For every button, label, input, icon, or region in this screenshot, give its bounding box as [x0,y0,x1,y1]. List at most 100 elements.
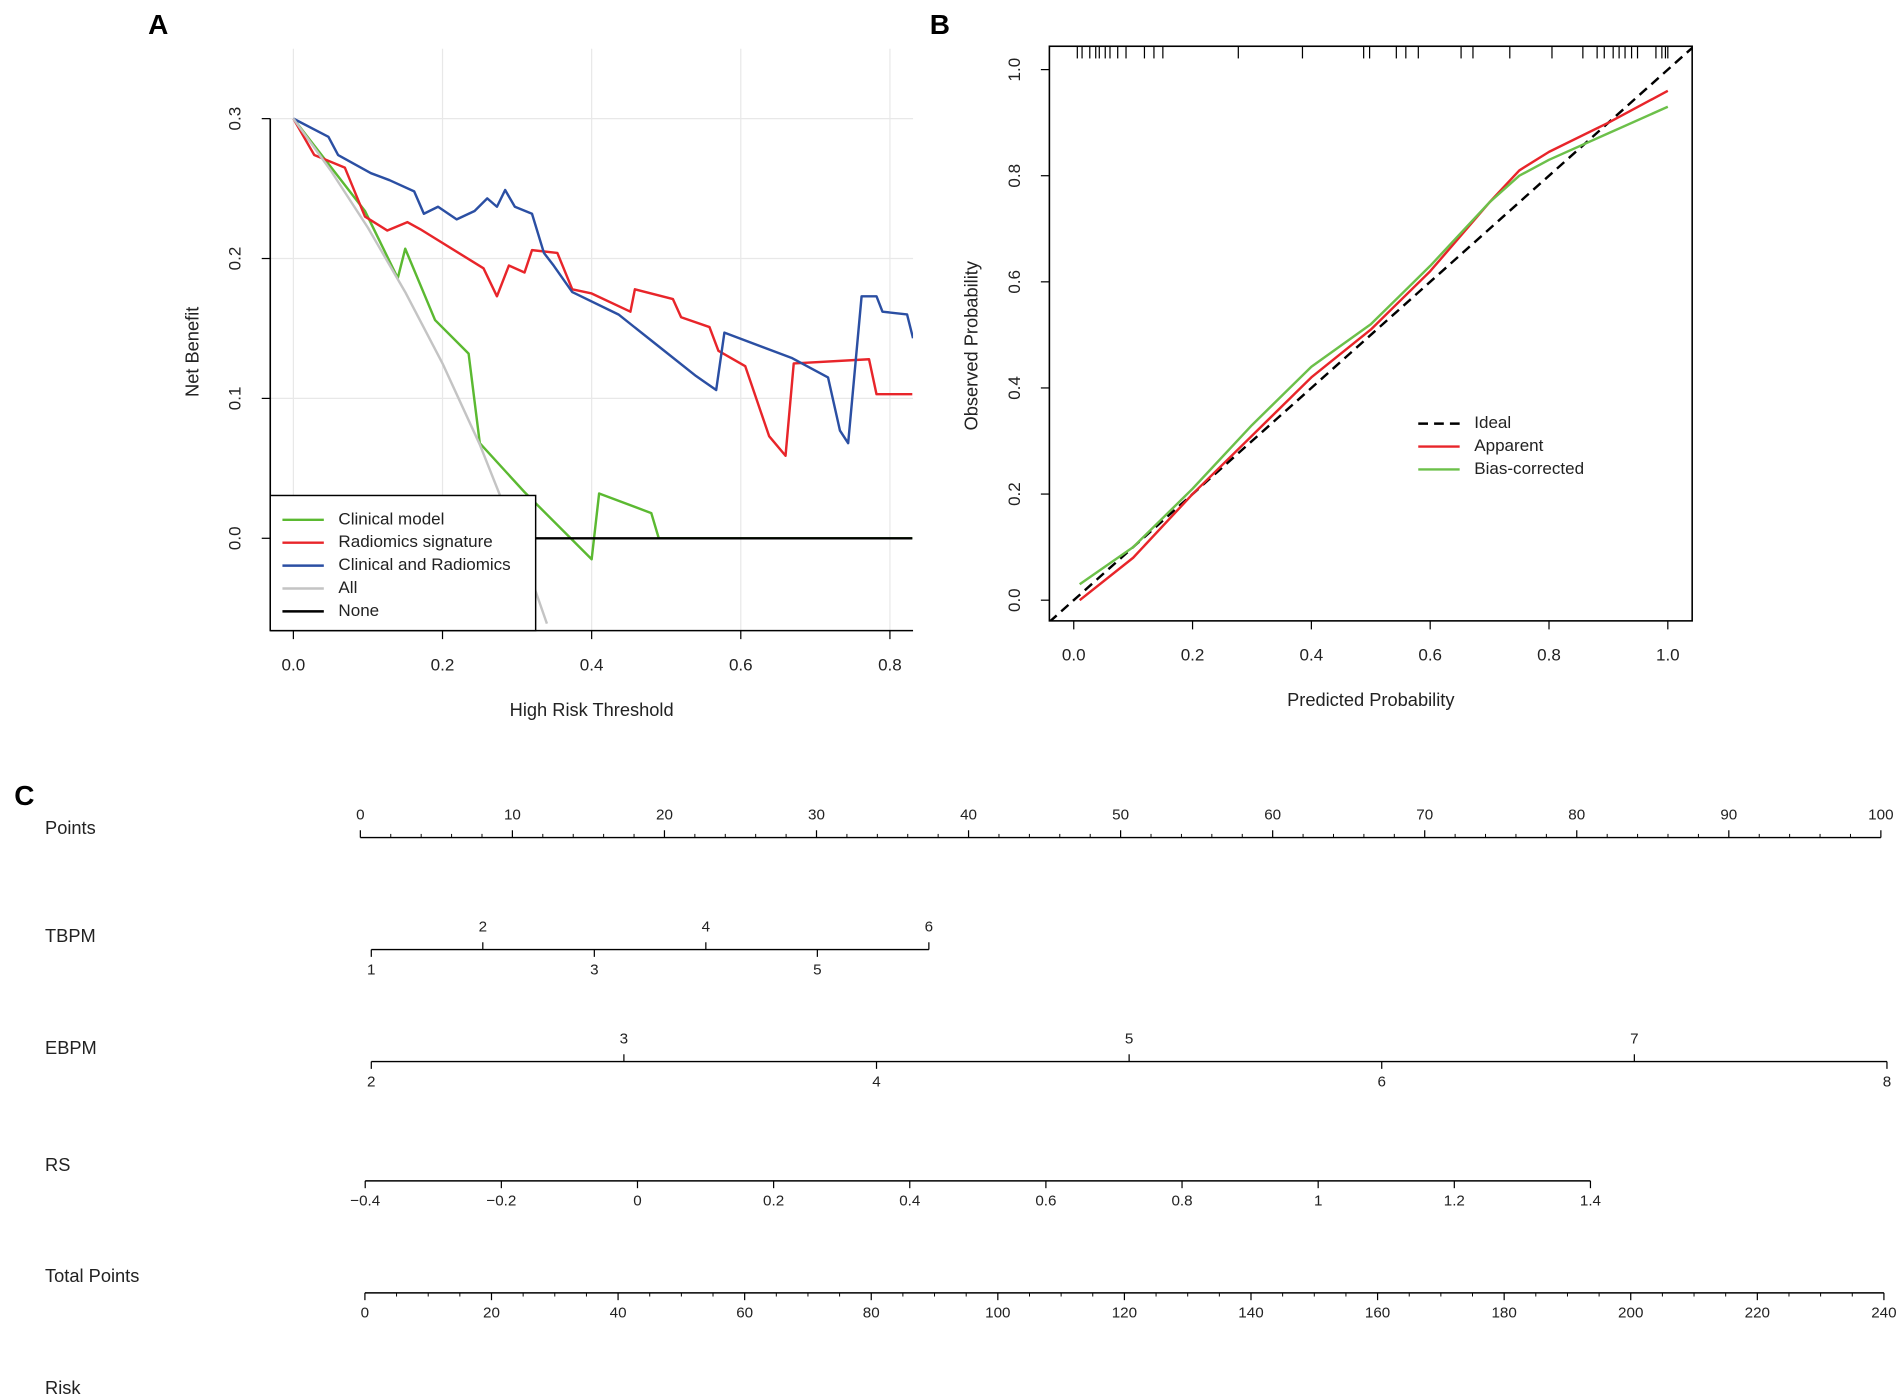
axis-tick-label: 60 [1264,807,1281,824]
axis-tick-label: 40 [960,807,977,824]
y-tick-label: 0.1 [226,387,245,411]
y-tick-label: 0.2 [226,247,245,271]
axis-tick-label: 50 [1112,807,1129,824]
series-line [292,118,913,457]
axis-tick-label: 3 [620,1031,628,1048]
axis-tick-label: 0.4 [899,1193,921,1210]
legend-label: All [338,578,357,597]
legend-label: Radiomics signature [338,532,492,551]
y-tick-label: 0.6 [1005,270,1024,294]
axis-tick-label: 70 [1416,807,1433,824]
axis-tick-label: 220 [1745,1305,1770,1322]
axis-tick-label: 30 [808,807,825,824]
axis-tick-label: 80 [1568,807,1585,824]
axis-tick-label: 8 [1883,1073,1891,1090]
axis-tick-label: 1.2 [1444,1193,1465,1210]
x-tick-label: 0.2 [1181,646,1205,665]
chart-panel: B 0.0 0.2 0.4 0.6 0.8 1.0 0.0 0.2 0.4 0.6 0.8 1.0 Pre… [930,9,1693,710]
y-axis-title: Observed Probability [961,260,982,430]
plot-frame [1048,45,1693,622]
axis-tick-label: 240 [1871,1305,1896,1322]
axis-tick-label: 100 [1868,807,1893,824]
y-tick-label: 0.8 [1005,164,1024,188]
panel-label: C [14,780,34,811]
axis-tick-label: 0 [356,807,364,824]
axis-tick-label: 0.6 [1035,1193,1056,1210]
y-tick-label: 0.4 [1005,376,1024,400]
axis-tick-label: 2 [479,919,487,936]
axis-tick-label: −0.2 [486,1193,516,1210]
x-axis-title: High Risk Threshold [510,699,674,720]
axis-tick-label: 5 [813,961,821,978]
x-tick-label: 0.0 [1062,646,1086,665]
axis-tick-label: 90 [1720,807,1737,824]
axis-tick-label: 1 [1314,1193,1322,1210]
axis-tick-label: 20 [483,1305,500,1322]
row-name: Total Points [45,1265,139,1286]
row-name: Points [45,817,96,838]
axis-tick-label: 1.4 [1580,1193,1602,1210]
axis-tick-label: 4 [702,919,711,936]
x-axis-title: Predicted Probability [1287,689,1455,710]
row-name: EBPM [45,1037,97,1058]
row-name: RS [45,1154,70,1175]
axis-tick-label: 2 [367,1073,375,1090]
panel-label: A [148,9,168,40]
y-tick-label: 0.0 [226,526,245,550]
axis-tick-label: 6 [925,919,933,936]
y-tick-label: 0.0 [1005,588,1024,612]
axis-tick-label: 60 [736,1305,753,1322]
y-axis-title: Net Benefit [181,307,202,397]
y-tick-label: 0.3 [226,107,245,131]
axis-tick-label: 4 [872,1073,881,1090]
legend-label: Ideal [1474,413,1511,432]
y-tick-label: 0.2 [1005,482,1024,506]
axis-tick-label: 200 [1618,1305,1643,1322]
axis-tick-label: 140 [1238,1305,1263,1322]
axis-tick-label: 0.8 [1171,1193,1192,1210]
y-tick-label: 1.0 [1005,58,1024,82]
axis-tick-label: 10 [504,807,521,824]
legend-box [269,494,537,632]
x-tick-label: 1.0 [1656,646,1680,665]
series-group [1049,46,1693,621]
axis-tick-label: 160 [1365,1305,1390,1322]
axis-tick-label: 7 [1630,1031,1638,1048]
series-line [1078,105,1669,586]
legend-label: None [338,601,379,620]
panel-label: B [930,9,950,40]
axis-tick-label: 6 [1377,1073,1385,1090]
series-line [292,117,913,561]
axis-tick-label: 100 [985,1305,1010,1322]
legend-label: Clinical model [338,509,444,528]
x-tick-label: 0.4 [1300,646,1324,665]
legend-label: Apparent [1474,436,1543,455]
axis-tick-label: −0.4 [350,1193,381,1210]
x-tick-label: 0.6 [729,655,753,674]
x-tick-label: 0.2 [431,655,455,674]
row-name: TBPM [45,925,96,946]
axis-tick-label: 80 [863,1305,880,1322]
x-tick-label: 0.6 [1418,646,1442,665]
x-tick-label: 0.4 [580,655,604,674]
axis-tick-label: 0 [361,1305,369,1322]
row-name: Risk [45,1377,81,1398]
series-line [1078,89,1669,602]
x-tick-label: 0.8 [878,655,902,674]
axis-tick-label: 5 [1125,1031,1133,1048]
axis-tick-label: 0.2 [763,1193,784,1210]
series-line [292,117,914,445]
legend-label: Clinical and Radiomics [338,555,510,574]
axis-tick-label: 40 [610,1305,627,1322]
axis-tick-label: 180 [1491,1305,1516,1322]
axis-tick-label: 120 [1112,1305,1137,1322]
chart-panel: A 0.0 0.2 0.4 0.6 0.8 0.0 0.1 0.2 0.3 High Risk Th… [148,9,914,720]
legend-label: Bias-corrected [1474,459,1584,478]
axis-tick-label: 1 [367,961,375,978]
axis-tick-label: 0 [633,1193,641,1210]
x-tick-label: 0.8 [1537,646,1561,665]
axis-tick-label: 3 [590,961,598,978]
